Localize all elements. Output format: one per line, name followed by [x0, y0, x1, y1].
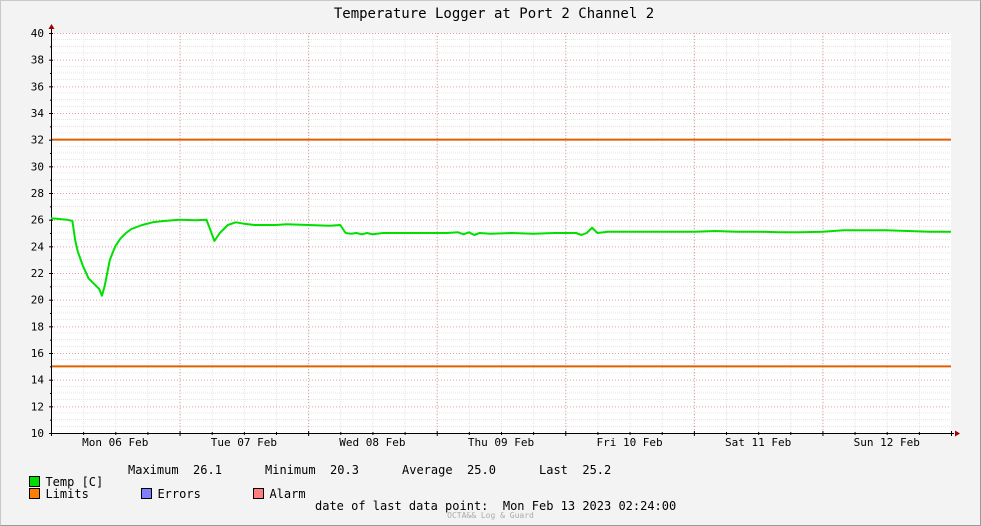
x-tick-label: Sun 12 Feb	[854, 436, 920, 449]
x-tick-label: Tue 07 Feb	[211, 436, 277, 449]
legend-limits: Limits	[15, 476, 89, 500]
y-tick-label: 20	[31, 294, 44, 307]
series-temp-line	[50, 217, 951, 297]
alarm-swatch	[253, 488, 265, 499]
watermark: OCTA&& Log & Guard	[447, 511, 534, 520]
y-axis-arrow	[48, 24, 55, 29]
last-data-point: date of last data point: Mon Feb 13 2023…	[315, 500, 676, 512]
stat-minimum: Minimum 20.3	[265, 464, 359, 476]
legend-row-1: Temp [C]	[15, 464, 103, 488]
x-tick-label: Thu 09 Feb	[468, 436, 534, 449]
stat-average-value: 25.0	[467, 463, 496, 477]
y-tick-label: 28	[31, 187, 44, 200]
y-tick-label: 38	[31, 54, 44, 67]
x-tick-label: Wed 08 Feb	[339, 436, 405, 449]
x-tick-label: Sat 11 Feb	[725, 436, 791, 449]
legend-errors: Errors	[127, 476, 201, 500]
errors-swatch	[141, 488, 153, 499]
y-tick-label: 40	[31, 27, 44, 40]
stat-maximum: Maximum 26.1	[128, 464, 222, 476]
last-data-point-label: date of last data point:	[315, 499, 489, 513]
y-tick-label: 12	[31, 400, 44, 413]
stat-last-label: Last	[539, 463, 568, 477]
y-tick-label: 30	[31, 160, 44, 173]
x-axis-tick-labels: Mon 06 Feb Tue 07 Feb Wed 08 Feb Thu 09 Feb…	[82, 436, 920, 449]
legend-errors-label: Errors	[157, 487, 201, 501]
x-tick-label: Mon 06 Feb	[82, 436, 148, 449]
last-data-point-value: Mon Feb 13 2023 02:24:00	[502, 499, 677, 513]
stat-minimum-label: Minimum	[265, 463, 316, 477]
limits-swatch	[29, 488, 41, 499]
stat-last: Last 25.2	[539, 464, 611, 476]
stat-minimum-value: 20.3	[330, 463, 359, 477]
legend-temp: Temp [C]	[45, 475, 104, 489]
y-tick-label: 26	[31, 214, 44, 227]
stat-last-value: 25.2	[582, 463, 612, 477]
stat-maximum-label: Maximum	[128, 463, 179, 477]
legend-alarm-label: Alarm	[269, 487, 306, 501]
legend-limits-label: Limits	[45, 487, 89, 501]
limit-lines	[52, 138, 951, 368]
y-tick-label: 22	[31, 267, 44, 280]
legend-alarm: Alarm	[239, 476, 306, 500]
chart-title: Temperature Logger at Port 2 Channel 2	[334, 6, 654, 22]
y-tick-label: 14	[31, 374, 45, 387]
y-tick-label: 24	[31, 240, 45, 253]
x-axis-arrow	[955, 430, 960, 437]
y-tick-label: 36	[31, 80, 44, 93]
y-tick-label: 16	[31, 347, 44, 360]
y-tick-label: 10	[31, 427, 44, 440]
y-tick-label: 18	[31, 320, 44, 333]
chart-axes	[48, 24, 960, 437]
stat-maximum-value: 26.1	[193, 463, 222, 477]
chart-series	[50, 217, 951, 297]
y-axis-tick-labels: 10 12 14 16 18 20 22 24 26 28 30 32 34 36 38 40	[31, 27, 45, 440]
temp-swatch	[29, 476, 41, 487]
stat-average-label: Average	[402, 463, 453, 477]
stat-average: Average 25.0	[402, 464, 496, 476]
y-tick-label: 34	[31, 107, 45, 120]
y-tick-label: 32	[31, 134, 44, 147]
x-tick-label: Fri 10 Feb	[596, 436, 662, 449]
